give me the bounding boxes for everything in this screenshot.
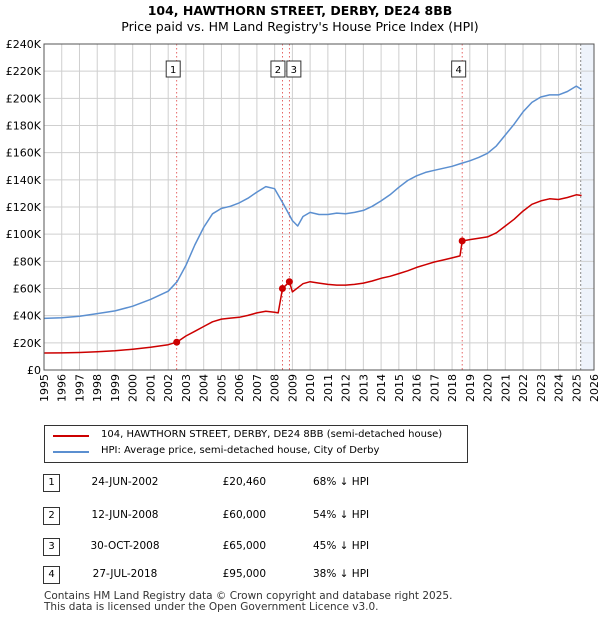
sale-marker-label: 4 [455, 65, 461, 76]
x-tick-label: 2003 [180, 374, 193, 402]
x-tick-label: 1999 [109, 374, 122, 402]
transaction-hpi-diff: 54% ↓ HPI [313, 509, 370, 521]
sale-point [173, 338, 181, 346]
transaction-hpi-diff: 45% ↓ HPI [313, 540, 370, 552]
sale-marker-box [286, 60, 302, 78]
x-tick-label: 2004 [198, 374, 211, 402]
plot-border [43, 43, 595, 371]
sale-point [278, 285, 286, 292]
x-tick-label: 1997 [73, 374, 86, 402]
transaction-price: £65,000 [222, 540, 266, 552]
x-tick-label: 2009 [286, 374, 299, 402]
x-tick-label: 2012 [340, 374, 353, 402]
x-tick-label: 2013 [357, 374, 370, 402]
table-row: 3 30-OCT-2008 £65,000 45% ↓ HPI [0, 538, 600, 556]
sale-point [458, 237, 466, 245]
transaction-date: 30-OCT-2008 [90, 540, 160, 552]
x-tick-label: 2007 [251, 374, 264, 402]
y-tick-label: £240K [6, 38, 42, 51]
legend-label-property: 104, HAWTHORN STREET, DERBY, DE24 8BB (s… [101, 429, 443, 440]
y-tick-label: £140K [6, 174, 42, 187]
y-tick-label: £100K [6, 228, 42, 241]
transaction-price: £60,000 [222, 509, 266, 521]
transaction-date: 12-JUN-2008 [91, 509, 159, 521]
x-tick-label: 2010 [304, 374, 317, 402]
transaction-number: 2 [43, 507, 60, 525]
y-tick-label: £40K [13, 310, 42, 323]
y-tick-label: £60K [13, 283, 42, 296]
sale-point [285, 278, 293, 286]
legend: 104, HAWTHORN STREET, DERBY, DE24 8BB (s… [44, 425, 468, 463]
y-tick-label: £180K [6, 120, 42, 133]
y-tick-label: £120K [6, 201, 42, 214]
transaction-number: 1 [43, 474, 60, 492]
x-tick-label: 2008 [269, 374, 282, 402]
x-tick-label: 1998 [91, 374, 104, 402]
y-tick-label: £200K [6, 92, 42, 105]
sale-marker-label: 2 [275, 65, 281, 76]
sale-marker-label: 1 [170, 65, 176, 76]
transaction-number: 4 [43, 566, 60, 584]
footer-line-1: Contains HM Land Registry data © Crown c… [44, 590, 453, 602]
price-chart: £0 £20K £40K £60K £80K £100K £120K £140K £160K £1… [6, 38, 600, 402]
x-tick-label: 2021 [499, 374, 512, 402]
x-tick-label: 2025 [570, 374, 583, 402]
legend-swatch-property [53, 435, 89, 437]
x-tick-label: 2015 [393, 374, 406, 402]
transaction-price: £20,460 [222, 476, 266, 488]
y-tick-label: £160K [6, 147, 42, 160]
legend-swatch-hpi [53, 451, 89, 453]
table-row: 4 27-JUL-2018 £95,000 38% ↓ HPI [0, 566, 600, 584]
y-tick-label: £80K [13, 255, 42, 268]
table-row: 2 12-JUN-2008 £60,000 54% ↓ HPI [0, 507, 600, 525]
x-tick-label: 2026 [588, 374, 600, 402]
x-tick-label: 2019 [464, 374, 477, 402]
x-tick-label: 2020 [482, 374, 495, 402]
sale-marker-box [270, 60, 286, 78]
y-tick-label: £220K [6, 65, 42, 78]
transaction-date: 24-JUN-2002 [91, 476, 159, 488]
x-tick-label: 2000 [127, 374, 140, 402]
footer-attribution: Contains HM Land Registry data © Crown c… [44, 591, 452, 613]
x-tick-label: 2024 [553, 374, 566, 402]
x-tick-label: 2005 [215, 374, 228, 402]
transaction-price: £95,000 [222, 568, 266, 580]
chart-title: 104, HAWTHORN STREET, DERBY, DE24 8BB [147, 3, 453, 18]
x-tick-label: 2014 [375, 374, 388, 402]
table-row: 1 24-JUN-2002 £20,460 68% ↓ HPI [0, 474, 600, 492]
x-tick-label: 2011 [322, 374, 335, 402]
x-tick-label: 2016 [411, 374, 424, 402]
x-tick-label: 2006 [233, 374, 246, 402]
sale-marker-box [165, 60, 181, 78]
transaction-hpi-diff: 68% ↓ HPI [313, 476, 370, 488]
sale-marker-label: 3 [291, 65, 297, 76]
x-tick-label: 2001 [144, 374, 157, 402]
hpi-line [43, 85, 583, 320]
sale-marker-box [451, 60, 467, 78]
x-tick-label: 1995 [38, 374, 51, 402]
legend-label-hpi: HPI: Average price, semi-detached house,… [101, 445, 380, 456]
transaction-hpi-diff: 38% ↓ HPI [313, 568, 370, 580]
y-tick-label: £0 [27, 364, 41, 377]
x-tick-label: 2023 [535, 374, 548, 402]
property-price-line [43, 194, 582, 354]
transaction-date: 27-JUL-2018 [92, 568, 158, 580]
x-tick-label: 2002 [162, 374, 175, 402]
footer-line-2: This data is licensed under the Open Gov… [44, 601, 379, 613]
x-tick-label: 2017 [428, 374, 441, 402]
x-tick-label: 1996 [56, 374, 69, 402]
x-tick-label: 2018 [446, 374, 459, 402]
y-tick-label: £20K [13, 337, 42, 350]
x-tick-label: 2022 [517, 374, 530, 402]
transaction-number: 3 [43, 538, 60, 556]
chart-subtitle: Price paid vs. HM Land Registry's House … [121, 19, 479, 34]
